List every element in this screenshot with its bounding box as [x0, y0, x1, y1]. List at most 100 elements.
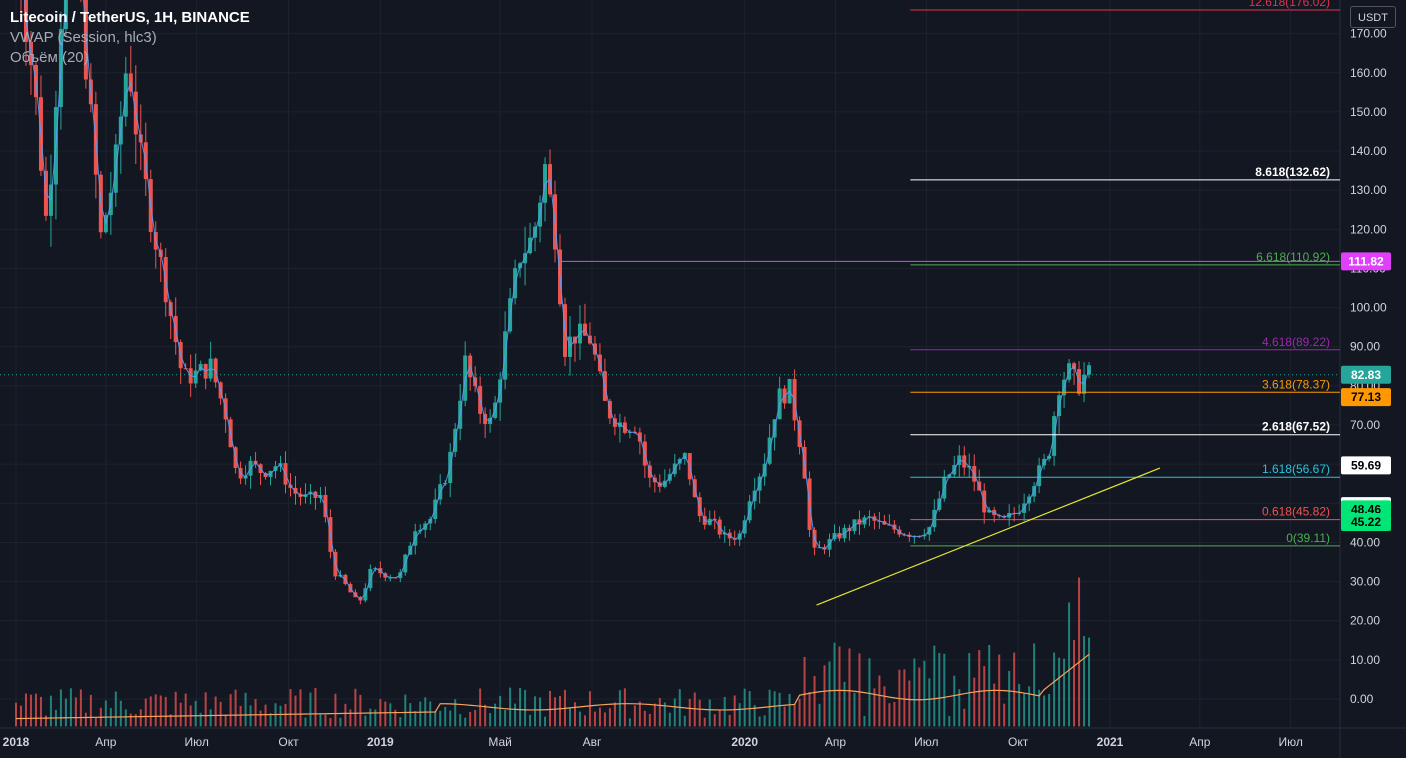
time-tick-label: 2020	[731, 735, 758, 749]
vwap-line	[24, 0, 1090, 600]
volume-bar	[813, 675, 816, 727]
fib-level-label: 2.618(67.52)	[1262, 420, 1330, 434]
price-tick-label: 30.00	[1350, 575, 1380, 589]
price-label-box[interactable]	[1341, 365, 1391, 384]
price-tick-label: 170.00	[1350, 27, 1387, 41]
volume-bar	[583, 715, 586, 727]
volume-bar	[613, 702, 616, 727]
volume-bar	[808, 691, 811, 727]
candle-body[interactable]	[83, 0, 88, 80]
volume-bar	[199, 712, 202, 727]
volume-bar	[484, 704, 487, 727]
plot-area[interactable]	[0, 0, 1340, 728]
volume-bar	[658, 698, 661, 727]
volume-bar	[938, 653, 941, 727]
volume-bar	[728, 714, 731, 727]
volume-bar	[539, 697, 542, 727]
volume-bar	[1058, 657, 1061, 727]
volume-bar	[434, 711, 437, 727]
price-label-box[interactable]	[1341, 456, 1391, 475]
volume-bar	[703, 717, 706, 727]
fib-level-label: 0.618(45.82)	[1262, 505, 1330, 519]
volume-bar	[993, 683, 996, 727]
volume-bar	[768, 689, 771, 727]
price-tick-label: 90.00	[1350, 340, 1380, 354]
volume-bar	[1068, 602, 1071, 727]
time-tick-label: 2018	[3, 735, 30, 749]
price-tick-label: 140.00	[1350, 144, 1387, 158]
volume-bar	[633, 705, 636, 727]
volume-indicator-label[interactable]: Объём (20)	[10, 49, 89, 66]
volume-bar	[369, 708, 372, 727]
volume-bar	[973, 677, 976, 727]
volume-bar	[1063, 658, 1066, 727]
volume-bar	[1013, 652, 1016, 727]
price-tick-label: 10.00	[1350, 653, 1380, 667]
volume-bar	[124, 709, 127, 727]
trendline[interactable]	[816, 467, 1161, 606]
volume-bar	[718, 710, 721, 727]
volume-bar	[818, 703, 821, 727]
volume-bar	[394, 709, 397, 727]
volume-bar	[798, 698, 801, 727]
volume-bar	[144, 698, 147, 727]
volume-bar	[803, 656, 806, 727]
candle-body[interactable]	[63, 0, 68, 29]
volume-bar	[1028, 686, 1031, 727]
volume-bar	[918, 667, 921, 727]
volume-bar	[149, 696, 152, 727]
volume-bar	[289, 689, 292, 727]
volume-bar	[653, 703, 656, 727]
volume-bar	[753, 705, 756, 727]
volume-bar	[988, 645, 991, 727]
volume-bar	[793, 704, 796, 727]
volume-bar	[968, 653, 971, 727]
volume-bar	[269, 713, 272, 727]
volume-bar	[244, 692, 247, 727]
volume-bar	[234, 689, 237, 727]
fib-level-label: 6.618(110.92)	[1256, 250, 1330, 264]
price-label-box[interactable]	[1341, 252, 1391, 271]
price-label-box[interactable]	[1341, 513, 1391, 532]
volume-bar	[19, 705, 22, 727]
time-tick-label: Июл	[184, 735, 208, 749]
volume-bar	[883, 686, 886, 727]
volume-bar	[229, 694, 232, 727]
volume-bar	[588, 691, 591, 727]
volume-bar	[514, 703, 517, 727]
vwap-indicator-label[interactable]: VWAP (Session, hlc3)	[10, 29, 157, 46]
price-label-text: 111.82	[1348, 254, 1384, 268]
volume-bar	[334, 693, 337, 727]
volume-bar	[549, 690, 552, 727]
volume-bar	[204, 692, 207, 727]
volume-bar	[324, 714, 327, 727]
volume-bar	[1043, 695, 1046, 727]
price-label-box[interactable]	[1341, 388, 1391, 407]
volume-bar	[933, 645, 936, 727]
volume-bar	[828, 661, 831, 727]
currency-button[interactable]: USDT	[1350, 6, 1396, 28]
volume-bar	[264, 704, 267, 727]
volume-bar	[1088, 637, 1091, 727]
volume-bar	[84, 712, 87, 727]
volume-bar	[858, 653, 861, 727]
time-tick-label: Апр	[1189, 735, 1211, 749]
fib-level-label: 3.618(78.37)	[1262, 377, 1330, 391]
volume-bar	[733, 695, 736, 727]
volume-bar	[943, 653, 946, 727]
volume-bar	[863, 715, 866, 727]
volume-bar	[429, 701, 432, 727]
volume-bar	[893, 701, 896, 727]
volume-bar	[643, 710, 646, 727]
volume-bar	[339, 717, 342, 727]
volume-bar	[788, 693, 791, 727]
volume-bar	[89, 694, 92, 727]
volume-bar	[948, 715, 951, 727]
price-label-text: 77.13	[1351, 390, 1381, 404]
volume-bar	[304, 717, 307, 727]
symbol-title[interactable]: Litecoin / TetherUS, 1H, BINANCE	[10, 9, 250, 26]
volume-bar	[683, 715, 686, 727]
price-tick-label: 160.00	[1350, 66, 1387, 80]
volume-bar	[159, 695, 162, 727]
